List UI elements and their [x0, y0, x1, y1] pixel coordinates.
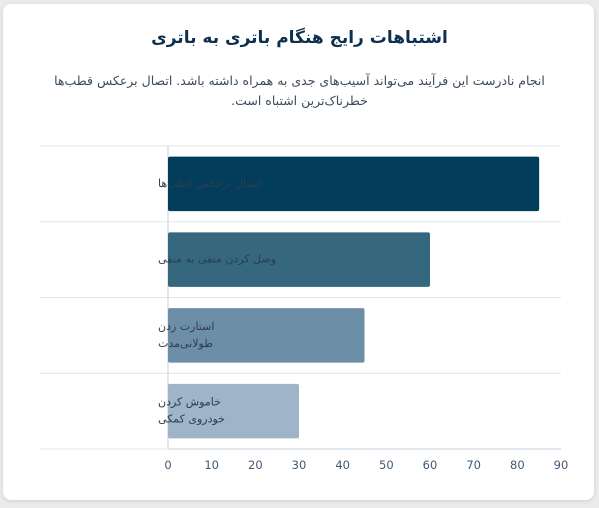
x-tick-label: 70 [466, 458, 481, 472]
category-label: خاموش کردن خودروی کمکی [158, 396, 225, 426]
x-tick-label: 0 [164, 458, 171, 472]
x-tick-label: 80 [510, 458, 525, 472]
x-tick-label: 30 [292, 458, 307, 472]
category-label: استارت زدن طولانی‌مدت [158, 320, 214, 350]
bar [168, 308, 365, 363]
x-tick-label: 10 [204, 458, 219, 472]
category-label: وصل کردن منفی به منفی [158, 253, 276, 266]
bar [168, 383, 299, 439]
x-tick-label: 40 [335, 458, 350, 472]
x-tick-label: 20 [248, 458, 263, 472]
chart-title: اشتباهات رایج هنگام باتری به باتری [151, 28, 448, 48]
chart-subtitle: انجام نادرست این فرآیند می‌تواند آسیب‌ها… [54, 73, 545, 108]
x-tick-label: 90 [554, 458, 569, 472]
bar [168, 156, 540, 212]
x-tick-label: 50 [379, 458, 394, 472]
category-label: اتصال برعکس قطب‌ها [158, 177, 262, 190]
bar [168, 232, 430, 287]
x-tick-label: 60 [423, 458, 438, 472]
